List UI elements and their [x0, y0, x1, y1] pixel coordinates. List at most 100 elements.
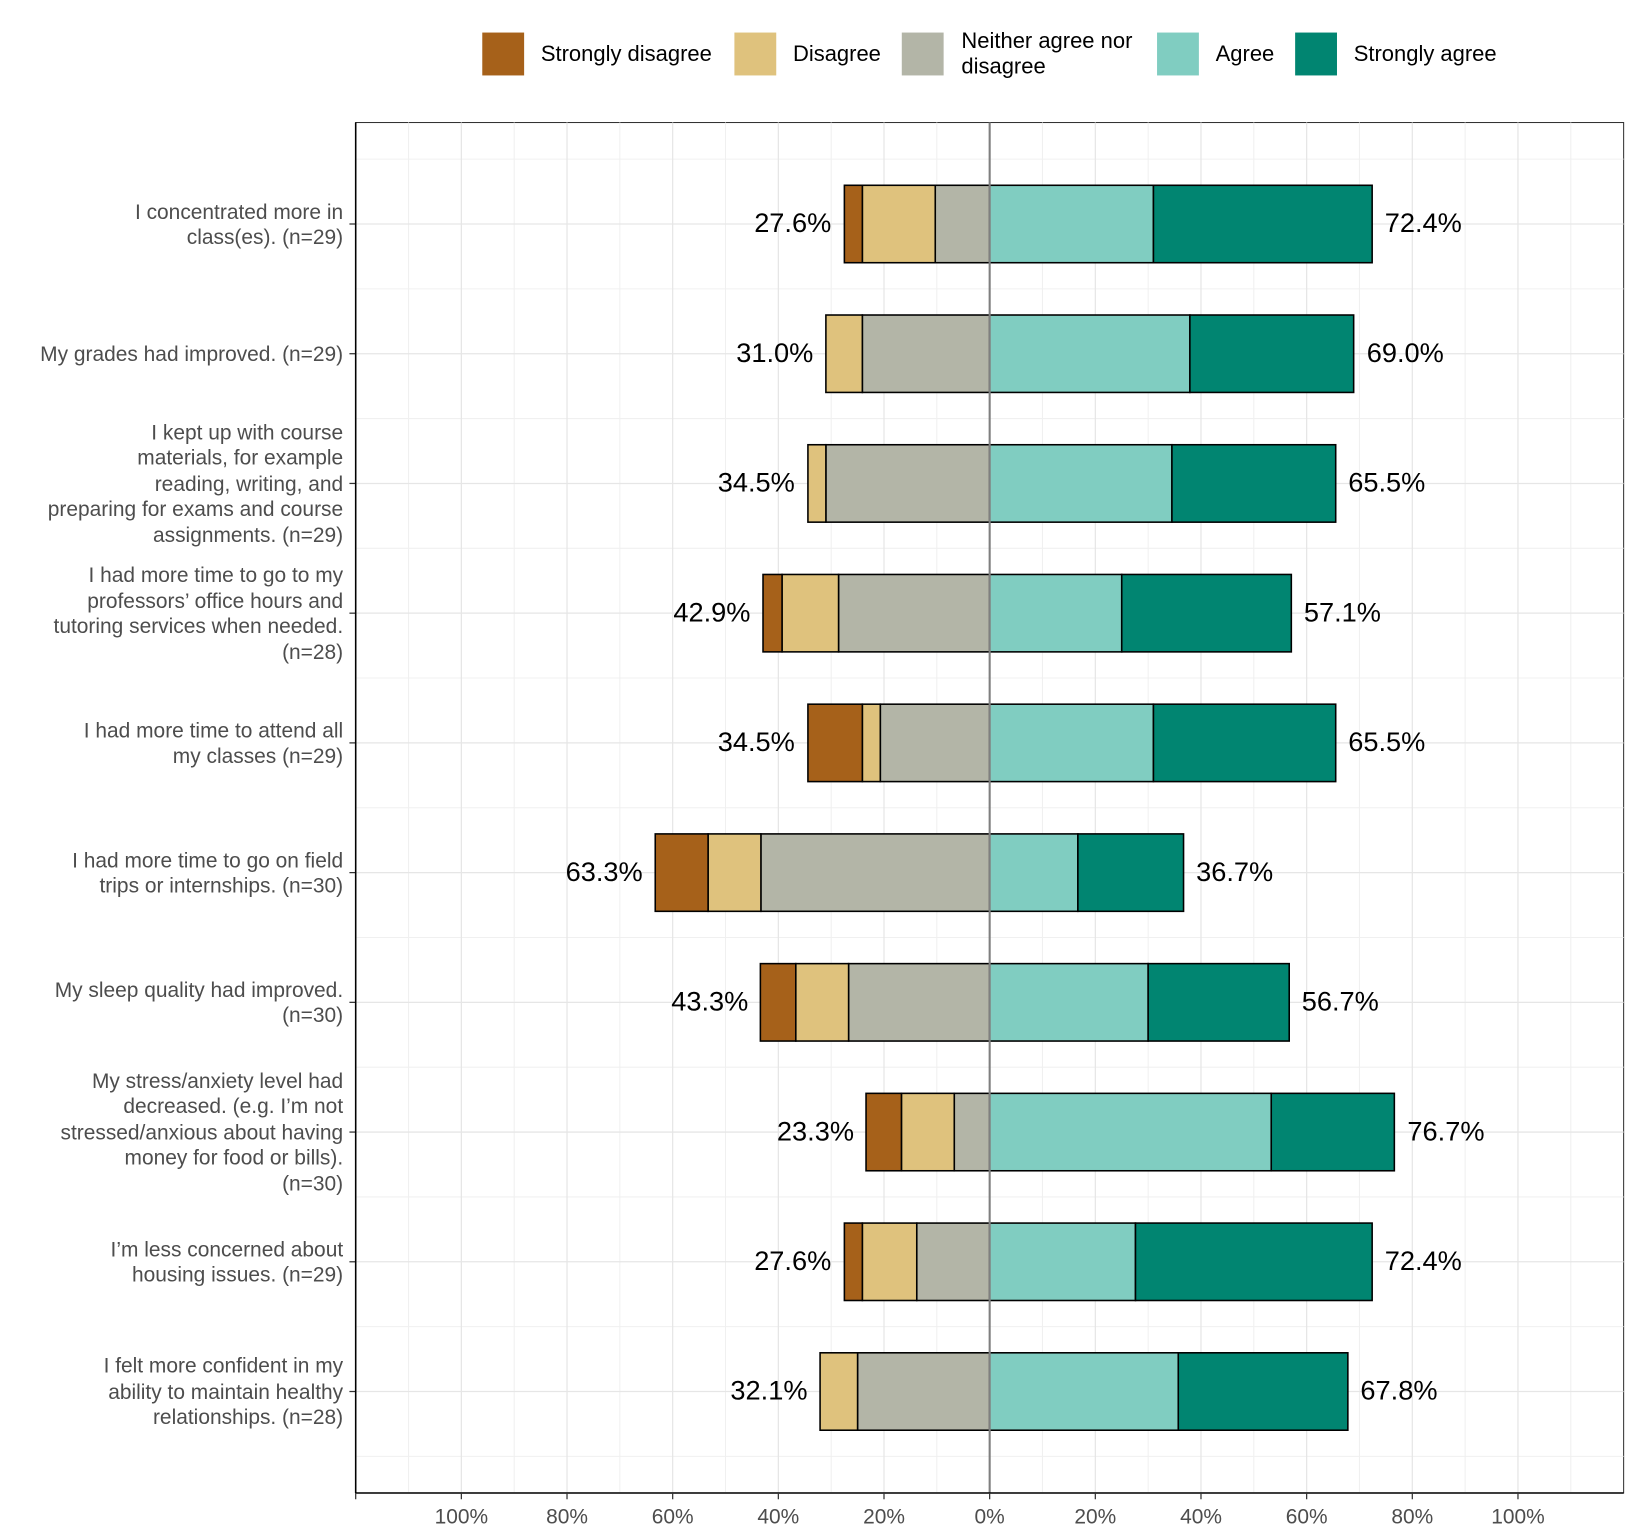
- x-tick-label: 80%: [1391, 1506, 1433, 1529]
- y-tick-label: I’m less concerned about housing issues.…: [110, 1238, 344, 1287]
- total-label: 65.5%: [1348, 726, 1425, 757]
- bar-segment: [915, 1222, 991, 1302]
- x-tick-label: 20%: [863, 1506, 905, 1529]
- x-tick-label: 40%: [1180, 1506, 1222, 1529]
- legend-label-box: Disagree: [792, 41, 881, 67]
- bar-segment: [1147, 962, 1290, 1042]
- legend-label: Neither agree nor disagree: [961, 29, 1133, 79]
- y-tick-label: My stress/anxiety level had decreased. (…: [60, 1070, 344, 1196]
- bar-segment: [794, 962, 850, 1042]
- bar-segment: [781, 573, 840, 653]
- y-tick-label: I concentrated more in class(es). (n=29): [134, 200, 344, 250]
- legend-label: Disagree: [792, 41, 881, 67]
- legend-swatch: [1157, 32, 1199, 76]
- total-label: 36.7%: [1196, 856, 1273, 887]
- bar-segment: [843, 1222, 864, 1302]
- x-tick-label: 20%: [1074, 1506, 1116, 1529]
- total-label: 27.6%: [754, 207, 831, 238]
- bar-segment: [762, 573, 783, 653]
- bar-segment: [807, 443, 827, 523]
- bar-segment: [1270, 1092, 1396, 1172]
- y-tick-label-box: I concentrated more in class(es). (n=29): [134, 200, 344, 250]
- legend-label: Strongly disagree: [540, 41, 712, 67]
- y-tick-label: I had more time to attend all my classes…: [83, 719, 344, 768]
- y-tick-label: My sleep quality had improved. (n=30): [54, 978, 344, 1028]
- bar-segment: [819, 1352, 859, 1432]
- y-tick-label: My grades had improved. (n=29): [40, 343, 344, 367]
- bar-segment: [847, 962, 991, 1042]
- total-label: 42.9%: [673, 596, 750, 627]
- bar-segment: [861, 314, 991, 394]
- x-tick-label: 80%: [546, 1506, 588, 1529]
- bar-segment: [843, 184, 864, 264]
- legend-swatch: [482, 32, 525, 76]
- total-label: 31.0%: [736, 337, 813, 368]
- bar-segment: [900, 1092, 956, 1172]
- x-tick-label: 0%: [975, 1506, 1005, 1529]
- y-tick-label-box: I felt more confident in my ability to m…: [104, 1355, 344, 1429]
- total-label: 65.5%: [1348, 467, 1425, 498]
- bar-segment: [879, 703, 991, 783]
- bar-segment: [760, 833, 991, 913]
- legend-label-box: Strongly agree: [1353, 41, 1497, 67]
- bar-segment: [1177, 1352, 1349, 1432]
- bar-segment: [1171, 443, 1337, 523]
- y-tick-label-box: My grades had improved. (n=29): [40, 343, 344, 367]
- y-tick-label-box: I had more time to go to my professors’ …: [54, 564, 344, 664]
- total-label: 57.1%: [1304, 596, 1381, 627]
- total-label: 32.1%: [730, 1375, 807, 1406]
- total-label: 34.5%: [718, 726, 795, 757]
- bar-segment: [988, 833, 1079, 913]
- bar-segment: [856, 1352, 991, 1432]
- bar-segment: [807, 703, 864, 783]
- total-label: 72.4%: [1385, 1245, 1462, 1276]
- x-tick-label: 60%: [652, 1506, 694, 1529]
- legend-label-box: Strongly disagree: [540, 41, 712, 67]
- total-label: 27.6%: [754, 1245, 831, 1276]
- bar-segment: [837, 573, 991, 653]
- total-label: 34.5%: [718, 467, 795, 498]
- total-label: 72.4%: [1385, 207, 1462, 238]
- legend-label-box: Agree: [1215, 41, 1275, 67]
- bar-segment: [1077, 833, 1185, 913]
- y-tick-label-box: My sleep quality had improved. (n=30): [54, 978, 344, 1028]
- legend-label: Agree: [1215, 41, 1275, 67]
- bar-segment: [759, 962, 797, 1042]
- bar-segment: [1189, 314, 1355, 394]
- y-tick-label: I had more time to go on field trips or …: [72, 849, 344, 898]
- legend-label-box: Neither agree nor disagree: [961, 29, 1133, 79]
- legend-swatch: [901, 32, 944, 76]
- y-tick-label-box: My stress/anxiety level had decreased. (…: [60, 1070, 344, 1196]
- total-label: 23.3%: [777, 1115, 854, 1146]
- bar-segment: [825, 443, 991, 523]
- bar-segment: [988, 962, 1149, 1042]
- bar-segment: [988, 314, 1191, 394]
- total-label: 63.3%: [566, 856, 643, 887]
- legend-swatch: [734, 32, 777, 76]
- total-label: 56.7%: [1302, 986, 1379, 1017]
- bar-segment: [988, 184, 1155, 264]
- bar-segment: [934, 184, 991, 264]
- bar-segment: [988, 443, 1173, 523]
- bar-segment: [988, 1352, 1180, 1432]
- x-tick-label: 60%: [1286, 1506, 1328, 1529]
- bar-segment: [1134, 1222, 1373, 1302]
- x-tick-label: 100%: [1491, 1506, 1544, 1529]
- total-label: 69.0%: [1367, 337, 1444, 368]
- bar-segment: [865, 1092, 903, 1172]
- bar-segment: [861, 703, 882, 783]
- y-tick-label: I kept up with course materials, for exa…: [47, 421, 344, 547]
- bar-segment: [1152, 703, 1337, 783]
- total-label: 67.8%: [1360, 1375, 1437, 1406]
- y-tick-label-box: I had more time to attend all my classes…: [83, 719, 344, 768]
- y-tick-label-box: I had more time to go on field trips or …: [72, 849, 344, 898]
- bar-segment: [861, 184, 937, 264]
- total-label: 43.3%: [671, 986, 748, 1017]
- x-tick-label: 40%: [757, 1506, 799, 1529]
- legend-label: Strongly agree: [1353, 41, 1497, 67]
- y-tick-label-box: I’m less concerned about housing issues.…: [110, 1238, 344, 1287]
- legend-swatch: [1295, 32, 1337, 76]
- total-label: 76.7%: [1407, 1115, 1484, 1146]
- bar-segment: [654, 833, 709, 913]
